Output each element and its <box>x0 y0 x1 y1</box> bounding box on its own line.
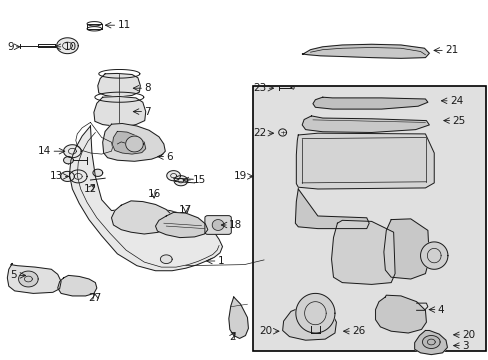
Polygon shape <box>160 255 172 264</box>
Text: 1: 1 <box>217 256 224 266</box>
Polygon shape <box>422 336 439 348</box>
Text: 19: 19 <box>233 171 246 181</box>
Text: 8: 8 <box>144 83 151 93</box>
Text: 13: 13 <box>49 171 62 181</box>
Text: 4: 4 <box>437 305 444 315</box>
Polygon shape <box>7 264 61 293</box>
Polygon shape <box>174 176 187 186</box>
Polygon shape <box>112 131 145 154</box>
Polygon shape <box>19 271 38 287</box>
Polygon shape <box>61 171 74 181</box>
Text: 16: 16 <box>147 189 161 199</box>
Polygon shape <box>414 330 447 355</box>
Polygon shape <box>228 297 248 338</box>
Polygon shape <box>312 97 427 109</box>
Polygon shape <box>93 169 102 176</box>
Polygon shape <box>295 189 368 229</box>
Text: 2: 2 <box>228 332 235 342</box>
Text: 7: 7 <box>144 107 151 117</box>
Text: 20: 20 <box>259 326 272 336</box>
Polygon shape <box>69 126 222 271</box>
Bar <box>253 86 485 351</box>
Text: 21: 21 <box>444 45 457 55</box>
Polygon shape <box>111 201 175 234</box>
Text: 25: 25 <box>451 116 465 126</box>
Polygon shape <box>295 293 334 333</box>
Text: 17: 17 <box>179 204 192 215</box>
Text: 15: 15 <box>193 175 206 185</box>
Text: 14: 14 <box>38 146 51 156</box>
Polygon shape <box>94 96 145 127</box>
Text: 3: 3 <box>461 341 468 351</box>
Polygon shape <box>63 145 81 158</box>
Polygon shape <box>302 116 428 132</box>
Text: 5: 5 <box>10 270 17 280</box>
Polygon shape <box>57 38 78 54</box>
Text: 9: 9 <box>7 42 14 52</box>
Text: 18: 18 <box>228 220 242 230</box>
Polygon shape <box>69 170 87 183</box>
Text: 22: 22 <box>253 128 266 138</box>
Text: 27: 27 <box>88 293 102 303</box>
Polygon shape <box>125 136 143 152</box>
Polygon shape <box>331 220 394 284</box>
Polygon shape <box>63 157 73 164</box>
Text: 12: 12 <box>83 184 97 194</box>
Polygon shape <box>58 275 97 296</box>
Polygon shape <box>282 304 336 340</box>
Polygon shape <box>296 133 433 189</box>
Polygon shape <box>375 295 426 333</box>
Polygon shape <box>383 219 428 279</box>
Polygon shape <box>102 123 165 161</box>
Text: 6: 6 <box>166 152 173 162</box>
Polygon shape <box>98 73 140 97</box>
Text: 20: 20 <box>461 330 474 340</box>
Text: 11: 11 <box>117 20 130 30</box>
FancyBboxPatch shape <box>204 216 231 234</box>
Text: 10: 10 <box>63 42 77 52</box>
Text: 24: 24 <box>449 96 462 106</box>
Text: 23: 23 <box>253 83 266 93</box>
Text: 26: 26 <box>351 326 365 336</box>
Polygon shape <box>302 44 428 58</box>
Polygon shape <box>166 171 180 181</box>
Polygon shape <box>155 212 207 238</box>
Polygon shape <box>212 220 224 230</box>
Polygon shape <box>420 242 447 269</box>
